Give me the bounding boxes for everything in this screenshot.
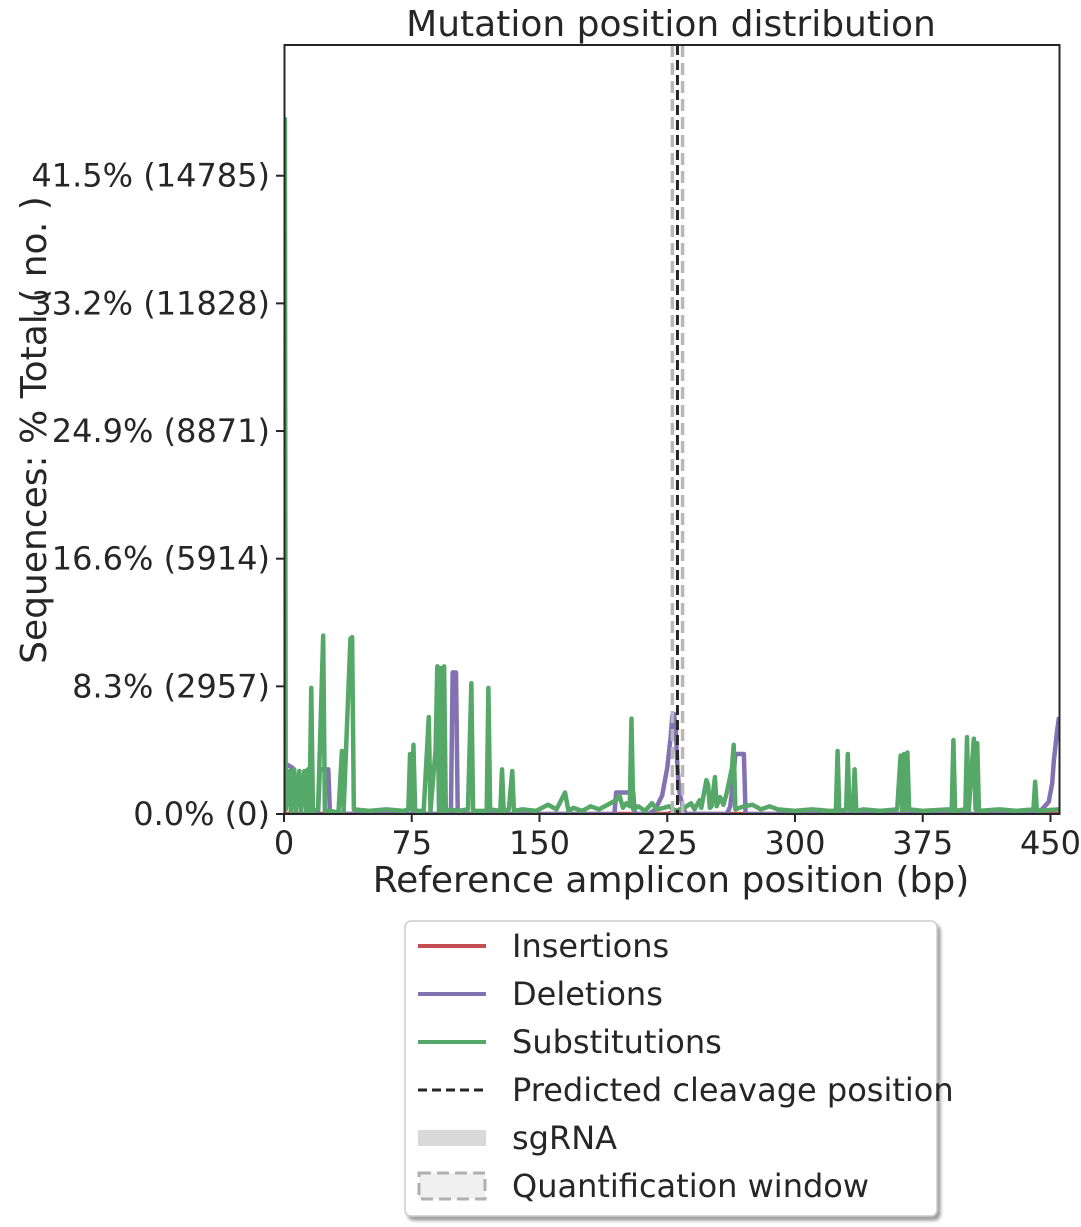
legend-swatch [417,1171,487,1201]
legend-label: Substitutions [512,1023,722,1061]
guide-bands [640,45,674,814]
legend-item-deletions: Deletions [418,975,663,1013]
series-substitutions-line [284,116,1059,814]
x-axis: 0 75 150 225 300 375 450 [274,814,1081,862]
x-tick-label: 375 [892,824,953,862]
legend-swatch [418,1130,486,1146]
y-tick-label: 8.3% (2957) [72,667,270,705]
y-tick-label: 24.9% (8871) [52,412,270,450]
x-tick-label: 75 [391,824,432,862]
chart-title: Mutation position distribution [406,4,936,45]
legend-box [404,920,938,1217]
y-tick-label: 0.0% (0) [133,795,270,833]
y-tick-label: 41.5% (14785) [31,157,270,195]
x-tick-label: 450 [1020,824,1081,862]
y-axis-label: Sequences: % Total ( no. ) [14,196,55,664]
legend-label: Predicted cleavage position [512,1071,954,1109]
window-markers [670,45,685,814]
x-tick-label: 300 [764,824,825,862]
legend-label: Insertions [512,927,669,965]
legend-item-predicted-cleavage-position: Predicted cleavage position [418,1071,954,1109]
y-tick-label: 33.2% (11828) [31,284,270,322]
plot-frame [283,44,1061,815]
legend-item-insertions: Insertions [418,927,669,965]
x-tick-label: 0 [274,824,294,862]
x-tick-label: 225 [637,824,698,862]
x-axis-label: Reference amplicon position (bp) [373,860,970,901]
x-tick-label: 150 [509,824,570,862]
legend-label: Quantification window [512,1167,869,1205]
y-tick-label: 16.6% (5914) [52,540,270,578]
legend-label: Deletions [512,975,663,1013]
legend-item-substitutions: Substitutions [418,1023,722,1061]
legend-item-sgrna: sgRNA [418,1119,617,1157]
legend-label: sgRNA [512,1119,617,1157]
legend: Insertions Deletions Substitutions Predicte… [404,920,954,1217]
legend-item-quantification-window: Quantification window [417,1167,869,1205]
y-axis: 0.0% (0) 8.3% (2957) 16.6% (5914) 24.9% (88… [31,157,284,833]
